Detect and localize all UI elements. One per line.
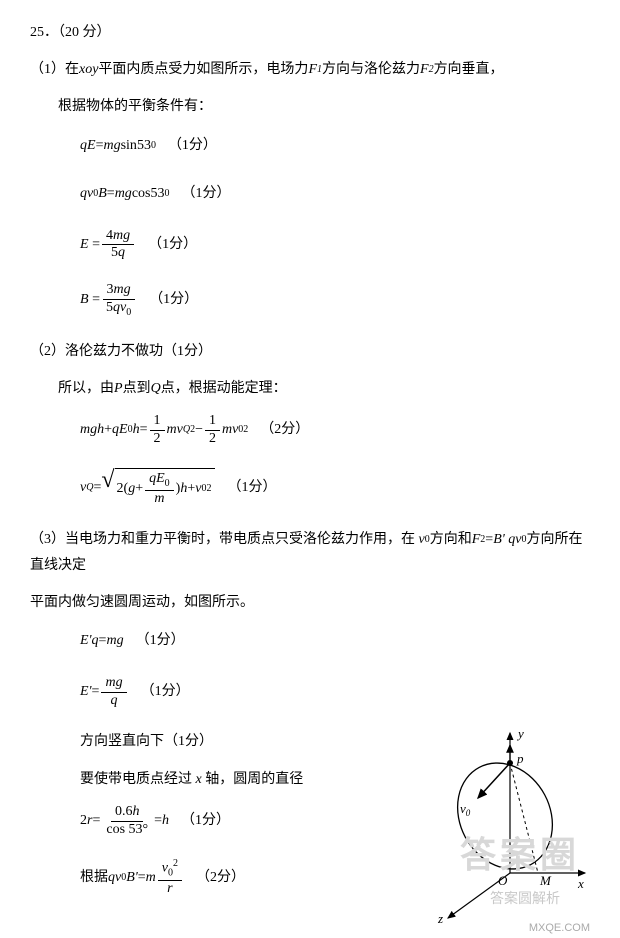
axis-z-label: z [437, 911, 443, 923]
numerator: 3mg [103, 282, 135, 300]
watermark-sub: 答案圆解析 [490, 888, 560, 908]
denominator: r [163, 881, 176, 898]
numerator: 0.6h [111, 804, 144, 822]
text: （1）在xoy平面内质点受力如图所示，电场力F1方向与洛伦兹力F2方向垂直， [30, 62, 504, 77]
num: qE0 [145, 471, 174, 491]
score: （1分） [181, 807, 230, 835]
footer-site: MXQE.COM [529, 922, 590, 934]
den: 2 [150, 431, 165, 448]
score: （2分） [196, 864, 245, 892]
denominator: 5q [107, 245, 129, 262]
axis-x-label: x [577, 876, 584, 891]
part3-eq2: E' = mg q （1分） [80, 675, 590, 710]
den: 2 [205, 431, 220, 448]
score: （1分） [227, 474, 276, 502]
score: （1分） [168, 132, 217, 160]
problem-header: 25．（20 分） [30, 20, 590, 45]
part2-eq2: vQ = √ 2(g + qE0m )h + v02 （1分） [80, 468, 590, 508]
axis-y-label: y [516, 726, 524, 741]
num: 1 [205, 413, 220, 431]
den: m [150, 491, 168, 508]
score: （2分） [260, 416, 309, 444]
numerator: v02 [158, 858, 182, 880]
part1-eq4: B = 3mg 5qv0 （1分） [80, 282, 590, 319]
part3-intro2: 平面内做匀速圆周运动，如图所示。 [30, 590, 590, 615]
score: （1分） [149, 286, 198, 314]
score: （1分） [141, 678, 190, 706]
part1-intro1: （1）在xoy平面内质点受力如图所示，电场力F1方向与洛伦兹力F2方向垂直， [30, 57, 590, 82]
part1-eq1: qE = mg sin 530 （1分） [80, 132, 590, 160]
part2-intro1: （2）洛伦兹力不做功（1分） [30, 339, 590, 364]
score: （1分） [136, 627, 185, 655]
lhs: B = [80, 286, 100, 314]
denominator: 5qv0 [102, 300, 135, 319]
part3-eq1: E'q = mg （1分） [80, 627, 590, 655]
part2-eq1: mgh + qE0h = 12 mvQ2 − 12 mv02 （2分） [80, 413, 590, 448]
denominator: q [107, 693, 122, 710]
part1-intro2: 根据物体的平衡条件有： [58, 94, 590, 119]
part1-eq2: qv0B = mg cos 530 （1分） [80, 180, 590, 208]
watermark-main: 答案圈 [460, 826, 580, 878]
score: （1分） [181, 180, 230, 208]
part2-intro2: 所以，由P点到Q点，根据动能定理： [58, 376, 590, 401]
numerator: 4mg [102, 228, 134, 246]
point-p-label: p [516, 751, 524, 766]
v0-label: v0 [460, 801, 471, 818]
denominator: cos 53° [102, 822, 152, 839]
numerator: mg [101, 675, 126, 693]
lhs: E = [80, 231, 100, 259]
score: （1分） [148, 231, 197, 259]
part1-eq3: E = 4mg 5q （1分） [80, 228, 590, 263]
part3-intro1: （3）当电场力和重力平衡时，带电质点只受洛伦兹力作用，在 v0方向和F2= B'… [30, 527, 590, 577]
num: 1 [150, 413, 165, 431]
